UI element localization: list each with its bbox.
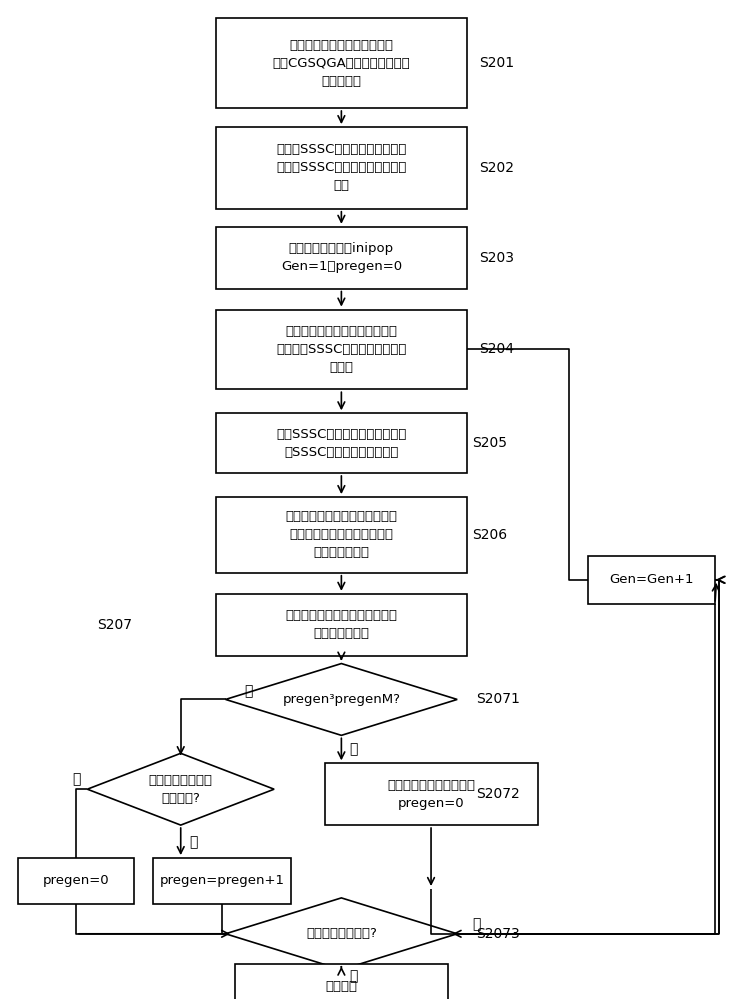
Text: S206: S206 [472, 528, 507, 542]
Text: 对含SSSC的系统进行计算，得到
含SSSC的系统的目标函数值: 对含SSSC的系统进行计算，得到 含SSSC的系统的目标函数值 [276, 428, 406, 459]
Text: S205: S205 [472, 436, 507, 450]
Polygon shape [87, 753, 274, 825]
Text: S203: S203 [479, 251, 514, 265]
FancyBboxPatch shape [18, 858, 134, 904]
Text: S204: S204 [479, 342, 514, 356]
Text: 否: 否 [472, 917, 481, 931]
Text: Gen=Gen+1: Gen=Gen+1 [609, 573, 694, 586]
Text: 对种群进行量子门更新，量子交
叉、变异等操作: 对种群进行量子门更新，量子交 叉、变异等操作 [285, 609, 398, 640]
Polygon shape [226, 664, 458, 735]
FancyBboxPatch shape [216, 497, 466, 573]
Text: pregen³pregenM?: pregen³pregenM? [282, 693, 400, 706]
Text: pregen=pregen+1: pregen=pregen+1 [159, 874, 284, 887]
Text: S202: S202 [479, 161, 514, 175]
FancyBboxPatch shape [216, 18, 466, 108]
Text: 是否达到最大代数?: 是否达到最大代数? [306, 927, 376, 940]
Text: 否: 否 [72, 772, 80, 786]
FancyBboxPatch shape [235, 964, 448, 1000]
Text: S2072: S2072 [476, 787, 520, 801]
Text: S201: S201 [479, 56, 514, 70]
Text: 是: 是 [349, 742, 357, 756]
Text: S207: S207 [98, 618, 132, 632]
Text: 随机生成初始种群inipop
Gen=1，pregen=0: 随机生成初始种群inipop Gen=1，pregen=0 [280, 242, 402, 273]
Text: S2071: S2071 [476, 692, 520, 706]
Text: 针对某电力网络，输入网络参
数，CGSQGA设置的参数和变量
的约束范围: 针对某电力网络，输入网络参 数，CGSQGA设置的参数和变量 的约束范围 [272, 39, 410, 88]
Text: 对种群个体进行量子坍缩测量，
得到包含SSSC信息的种群个体二
进制串: 对种群个体进行量子坍缩测量， 得到包含SSSC信息的种群个体二 进制串 [276, 325, 406, 374]
FancyBboxPatch shape [588, 556, 715, 604]
Text: 否: 否 [244, 684, 252, 698]
Text: 对种群进行量子灾变操作
pregen=0: 对种群进行量子灾变操作 pregen=0 [387, 779, 475, 810]
FancyBboxPatch shape [153, 858, 291, 904]
FancyBboxPatch shape [216, 310, 466, 389]
Text: 最优解与前一代最
优解相等?: 最优解与前一代最 优解相等? [148, 774, 213, 805]
FancyBboxPatch shape [216, 227, 466, 289]
FancyBboxPatch shape [216, 127, 466, 209]
FancyBboxPatch shape [325, 763, 538, 825]
Text: 输出结果: 输出结果 [326, 980, 357, 993]
FancyBboxPatch shape [216, 594, 466, 656]
Text: pregen=0: pregen=0 [43, 874, 110, 887]
Text: 是: 是 [349, 970, 357, 984]
FancyBboxPatch shape [216, 413, 466, 473]
Text: S2073: S2073 [476, 927, 520, 941]
Polygon shape [226, 898, 458, 970]
Text: 是: 是 [190, 835, 198, 849]
Text: 对同一代中的种群个体的适应度
函数值进行比较，得到最优个
体，并进行记录: 对同一代中的种群个体的适应度 函数值进行比较，得到最优个 体，并进行记录 [285, 510, 398, 559]
Text: 对不含SSSC的系统进行计算，得
到不含SSSC时系统的各个目标函
数值: 对不含SSSC的系统进行计算，得 到不含SSSC时系统的各个目标函 数值 [276, 143, 406, 192]
